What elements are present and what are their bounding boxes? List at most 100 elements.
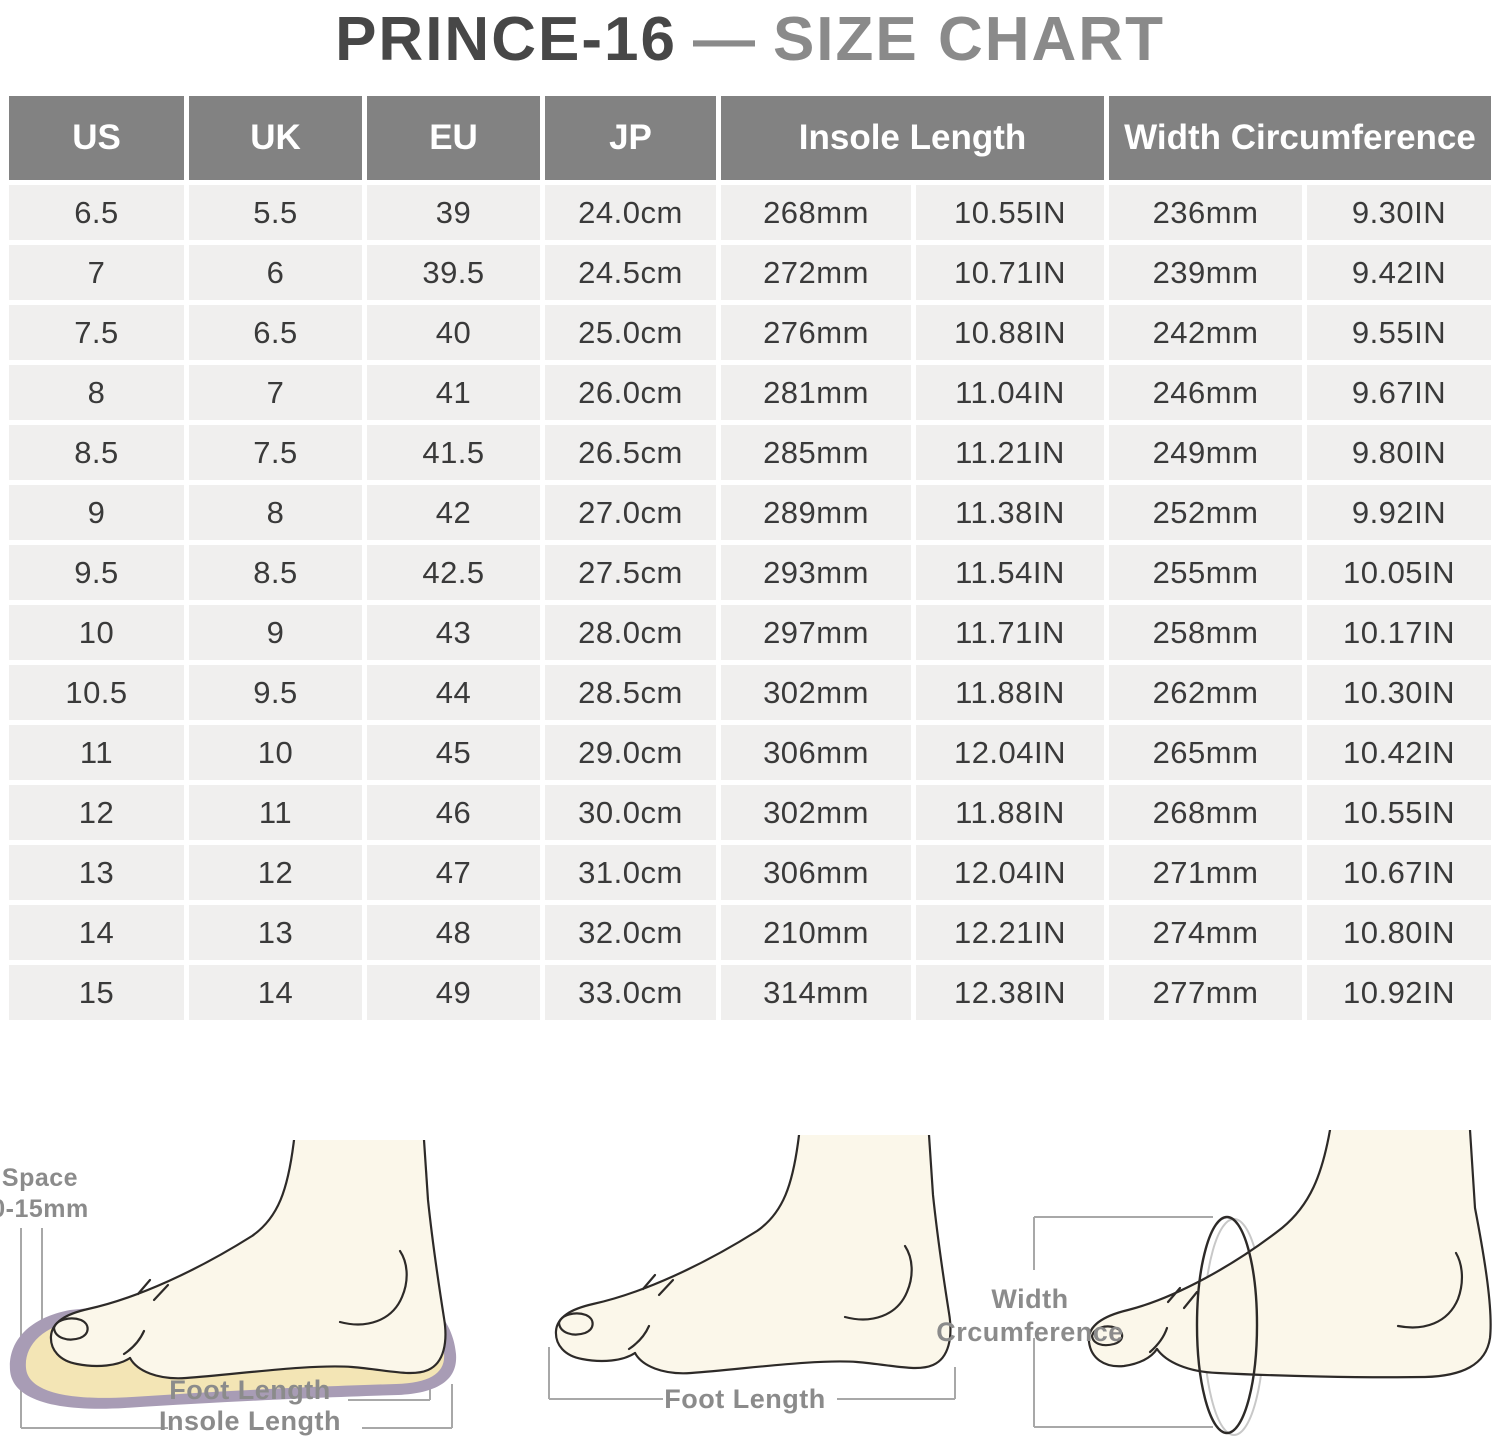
size-cell: 258mm bbox=[1109, 605, 1302, 661]
size-cell: 12.04IN bbox=[916, 845, 1104, 901]
size-cell: 7.5 bbox=[189, 425, 362, 481]
size-cell: 41 bbox=[367, 365, 540, 421]
size-cell: 306mm bbox=[721, 725, 911, 781]
size-cell: 14 bbox=[189, 965, 362, 1021]
size-cell: 10.17IN bbox=[1307, 605, 1492, 661]
column-header-us: US bbox=[9, 96, 184, 181]
size-cell: 44 bbox=[367, 665, 540, 721]
size-cell: 41.5 bbox=[367, 425, 540, 481]
size-cell: 10 bbox=[189, 725, 362, 781]
foot-length-diagram bbox=[548, 1135, 956, 1400]
size-cell: 32.0cm bbox=[545, 905, 716, 961]
size-cell: 9.80IN bbox=[1307, 425, 1492, 481]
circumference-ellipse bbox=[1195, 1215, 1259, 1435]
size-cell: 10.92IN bbox=[1307, 965, 1492, 1021]
width-measure-bracket bbox=[1033, 1216, 1213, 1428]
size-cell: 10.42IN bbox=[1307, 725, 1492, 781]
space-label: Space 0-15mm bbox=[0, 1163, 90, 1225]
table-row: 9.5 8.5 42.5 27.5cm 293mm 11.54IN 255mm 10.05IN bbox=[9, 545, 1492, 601]
size-cell: 13 bbox=[189, 905, 362, 961]
column-header-jp: JP bbox=[545, 96, 716, 181]
table-row: 12 11 46 30.0cm 302mm 11.88IN 268mm 10.55IN bbox=[9, 785, 1492, 841]
title-dash: — bbox=[692, 5, 757, 74]
size-cell: 24.0cm bbox=[545, 185, 716, 241]
size-cell: 10.55IN bbox=[1307, 785, 1492, 841]
title-suffix: SIZE CHART bbox=[772, 5, 1165, 74]
width-label-line2: Crcumference bbox=[936, 1317, 1124, 1347]
size-cell: 297mm bbox=[721, 605, 911, 661]
column-header-uk: UK bbox=[189, 96, 362, 181]
column-header-insole-length: Insole Length bbox=[721, 96, 1104, 181]
size-cell: 9.5 bbox=[9, 545, 184, 601]
table-row: 7.5 6.5 40 25.0cm 276mm 10.88IN 242mm 9.55IN bbox=[9, 305, 1492, 361]
size-cell: 10.71IN bbox=[916, 245, 1104, 301]
size-cell: 6.5 bbox=[9, 185, 184, 241]
size-cell: 12.04IN bbox=[916, 725, 1104, 781]
size-cell: 10.80IN bbox=[1307, 905, 1492, 961]
size-cell: 11.54IN bbox=[916, 545, 1104, 601]
size-cell: 242mm bbox=[1109, 305, 1302, 361]
size-cell: 27.5cm bbox=[545, 545, 716, 601]
size-cell: 9.42IN bbox=[1307, 245, 1492, 301]
size-cell: 249mm bbox=[1109, 425, 1302, 481]
size-cell: 262mm bbox=[1109, 665, 1302, 721]
size-cell: 28.5cm bbox=[545, 665, 716, 721]
size-cell: 271mm bbox=[1109, 845, 1302, 901]
size-cell: 5.5 bbox=[189, 185, 362, 241]
size-cell: 12.21IN bbox=[916, 905, 1104, 961]
foot-measure-bracket bbox=[548, 1347, 956, 1400]
space-label-line1: Space bbox=[1, 1164, 79, 1192]
size-cell: 31.0cm bbox=[545, 845, 716, 901]
space-label-line2: 0-15mm bbox=[0, 1195, 89, 1223]
foot-outline bbox=[1087, 1130, 1492, 1379]
size-cell: 40 bbox=[367, 305, 540, 361]
size-cell: 7 bbox=[189, 365, 362, 421]
size-cell: 12.38IN bbox=[916, 965, 1104, 1021]
width-circumference-label: Width Crcumference bbox=[920, 1283, 1140, 1349]
column-header-width-circumference: Width Circumference bbox=[1109, 96, 1492, 181]
size-cell: 10.30IN bbox=[1307, 665, 1492, 721]
foot-outline bbox=[554, 1135, 952, 1375]
size-cell: 293mm bbox=[721, 545, 911, 601]
size-cell: 12 bbox=[189, 845, 362, 901]
size-cell: 49 bbox=[367, 965, 540, 1021]
size-cell: 8.5 bbox=[9, 425, 184, 481]
size-cell: 9.55IN bbox=[1307, 305, 1492, 361]
table-row: 8.5 7.5 41.5 26.5cm 285mm 11.21IN 249mm 9.80IN bbox=[9, 425, 1492, 481]
size-cell: 276mm bbox=[721, 305, 911, 361]
size-cell: 6 bbox=[189, 245, 362, 301]
foot-length-label-left: Foot Length bbox=[169, 1375, 331, 1405]
size-cell: 11.71IN bbox=[916, 605, 1104, 661]
size-cell: 285mm bbox=[721, 425, 911, 481]
size-cell: 9.30IN bbox=[1307, 185, 1492, 241]
size-cell: 10.55IN bbox=[916, 185, 1104, 241]
table-row: 7 6 39.5 24.5cm 272mm 10.71IN 239mm 9.42IN bbox=[9, 245, 1492, 301]
size-table-body: 6.5 5.5 39 24.0cm 268mm 10.55IN 236mm 9.30IN 7 6 3… bbox=[9, 185, 1492, 1021]
size-cell: 11.88IN bbox=[916, 785, 1104, 841]
size-cell: 11.04IN bbox=[916, 365, 1104, 421]
size-cell: 289mm bbox=[721, 485, 911, 541]
toenail-line bbox=[557, 1312, 594, 1336]
size-cell: 25.0cm bbox=[545, 305, 716, 361]
foot-shape bbox=[1088, 1130, 1491, 1378]
toenail-line bbox=[1090, 1325, 1124, 1347]
size-cell: 30.0cm bbox=[545, 785, 716, 841]
size-cell: 29.0cm bbox=[545, 725, 716, 781]
size-cell: 302mm bbox=[721, 665, 911, 721]
table-row: 10.5 9.5 44 28.5cm 302mm 11.88IN 262mm 10.30IN bbox=[9, 665, 1492, 721]
size-table: US UK EU JP Insole Length Width Circumference… bbox=[4, 91, 1496, 1025]
size-cell: 45 bbox=[367, 725, 540, 781]
size-cell: 26.5cm bbox=[545, 425, 716, 481]
size-cell: 9 bbox=[189, 605, 362, 661]
size-cell: 7 bbox=[9, 245, 184, 301]
size-cell: 272mm bbox=[721, 245, 911, 301]
size-cell: 252mm bbox=[1109, 485, 1302, 541]
size-cell: 14 bbox=[9, 905, 184, 961]
table-row: 14 13 48 32.0cm 210mm 12.21IN 274mm 10.80IN bbox=[9, 905, 1492, 961]
size-cell: 13 bbox=[9, 845, 184, 901]
toenail-line bbox=[52, 1317, 89, 1341]
product-name: PRINCE-16 bbox=[335, 5, 677, 74]
foot-outline bbox=[49, 1140, 447, 1380]
size-cell: 255mm bbox=[1109, 545, 1302, 601]
size-cell: 11 bbox=[189, 785, 362, 841]
